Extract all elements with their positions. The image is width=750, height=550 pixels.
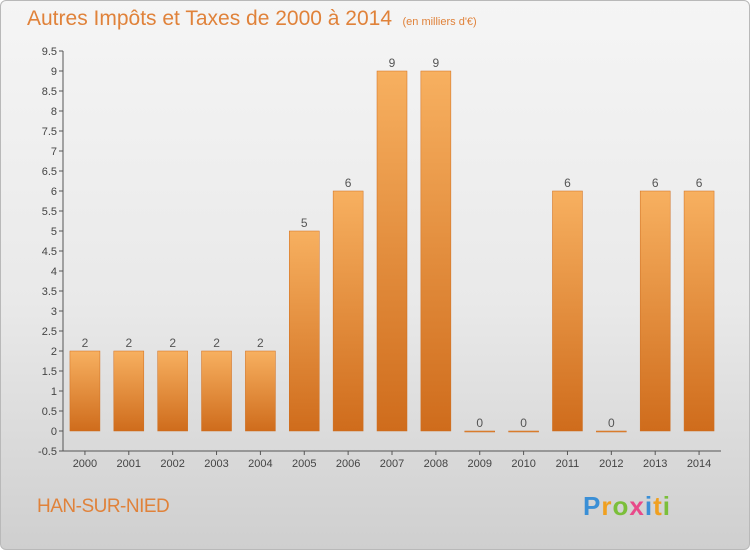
data-label-2003: 2: [213, 336, 220, 350]
y-tick-label: 0.5: [42, 406, 57, 418]
data-label-2013: 6: [652, 176, 659, 190]
x-tick-label: 2009: [467, 458, 491, 470]
y-tick-label: 7.5: [42, 126, 57, 138]
y-tick-label: 9: [51, 66, 57, 78]
logo-letter: r: [601, 491, 613, 521]
bar-2008: [420, 70, 452, 432]
x-tick-label: 2008: [424, 458, 448, 470]
bar-2006: [332, 190, 364, 432]
data-label-2000: 2: [82, 336, 89, 350]
axes: -0.5 0 0.5 1 1.5 2 2.5 3 3.5 4 4.5 5 5.5 6 6.5 7 7.5 8 8.5…: [38, 46, 721, 470]
bar-2002: [157, 350, 188, 432]
data-label-2012: 0: [608, 416, 615, 430]
x-tick-label: 2005: [292, 458, 316, 470]
y-tick-label: -0.5: [38, 446, 57, 458]
logo-letter: i: [644, 491, 654, 521]
bar-2010: [508, 430, 539, 433]
data-label-2005: 5: [301, 216, 308, 230]
x-tick-label: 2007: [380, 458, 404, 470]
x-tick-label: 2002: [160, 458, 184, 470]
y-tick-label: 5: [51, 226, 57, 238]
y-tick-label: 0: [51, 426, 57, 438]
proxiti-logo[interactable]: Proxiti: [583, 491, 671, 522]
y-tick-label: 6: [51, 186, 57, 198]
y-tick-label: 7: [51, 146, 57, 158]
data-label-2004: 2: [257, 336, 264, 350]
y-tick-label: 1.5: [42, 366, 57, 378]
bar-2005: [289, 230, 320, 432]
y-tick-label: 8: [51, 106, 57, 118]
chart-title: Autres Impôts et Taxes de 2000 à 2014: [27, 7, 393, 30]
logo-letter: x: [629, 491, 645, 521]
x-tick-label: 2012: [599, 458, 623, 470]
x-tick-label: 2011: [556, 458, 580, 470]
data-label-2002: 2: [169, 336, 176, 350]
bar-2004: [245, 350, 276, 432]
x-tick-label: 2006: [336, 458, 360, 470]
bar-2014: [683, 190, 715, 432]
logo-letter: o: [612, 491, 630, 521]
logo-letter: P: [583, 491, 602, 521]
x-tick-label: 2013: [643, 458, 667, 470]
data-label-2007: 9: [389, 56, 396, 70]
data-labels: 2 2 2 2 2 5 6 9 9 0 0 6 0 6 6: [82, 56, 703, 430]
y-tick-label: 6.5: [42, 166, 57, 178]
y-tick-label: 4.5: [42, 246, 57, 258]
x-tick-label: 2000: [73, 458, 97, 470]
bars: [69, 70, 715, 433]
bar-2007: [376, 70, 408, 432]
y-tick-label: 1: [51, 386, 57, 398]
data-label-2008: 9: [433, 56, 440, 70]
y-tick-label: 5.5: [42, 206, 57, 218]
x-tick-label: 2014: [687, 458, 711, 470]
y-tick-label: 9.5: [42, 46, 57, 58]
y-tick-label: 8.5: [42, 86, 57, 98]
y-tick-label: 3: [51, 306, 57, 318]
commune-name: HAN-SUR-NIED: [37, 496, 170, 517]
logo-letter: t: [653, 491, 663, 521]
y-tick-label: 3.5: [42, 286, 57, 298]
y-tick-label: 2: [51, 346, 57, 358]
data-label-2009: 0: [476, 416, 483, 430]
bar-2011: [552, 190, 583, 432]
x-tick-label: 2010: [511, 458, 535, 470]
title-row: Autres Impôts et Taxes de 2000 à 2014 (e…: [27, 7, 477, 31]
data-label-2011: 6: [564, 176, 571, 190]
data-label-2001: 2: [125, 336, 132, 350]
y-tick-label: 2.5: [42, 326, 57, 338]
x-tick-label: 2001: [117, 458, 141, 470]
bar-2009: [464, 430, 495, 433]
data-label-2006: 6: [345, 176, 352, 190]
bar-2003: [201, 350, 232, 432]
x-tick-label: 2004: [248, 458, 272, 470]
x-tick-label: 2003: [204, 458, 228, 470]
logo-letter: i: [662, 491, 671, 521]
chart-subtitle: (en milliers d'€): [402, 16, 477, 28]
bar-2001: [113, 350, 145, 432]
bar-2000: [69, 350, 101, 432]
bar-2013: [639, 190, 671, 432]
y-tick-label: 4: [51, 266, 57, 278]
data-label-2014: 6: [696, 176, 703, 190]
data-label-2010: 0: [520, 416, 527, 430]
bar-2012: [596, 430, 627, 433]
